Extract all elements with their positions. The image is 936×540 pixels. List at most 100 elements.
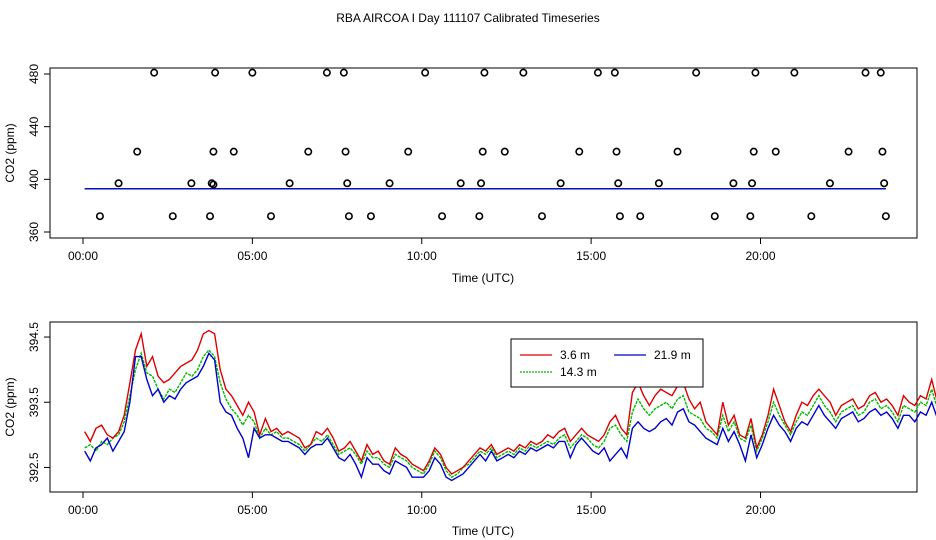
panel-top-x-tick-label: 20:00 bbox=[745, 249, 775, 263]
data-point bbox=[229, 147, 238, 156]
series-line-14-3-m bbox=[84, 349, 936, 479]
panel-top-x-axis: 00:00 05:00 10:00 15:00 20:00 bbox=[68, 238, 776, 263]
data-point bbox=[751, 68, 760, 77]
data-point bbox=[749, 147, 758, 156]
data-point bbox=[322, 68, 331, 77]
panel-bottom-x-label: Time (UTC) bbox=[452, 524, 514, 538]
data-point bbox=[519, 68, 528, 77]
data-point bbox=[538, 212, 547, 221]
data-point bbox=[478, 147, 487, 156]
data-point bbox=[339, 68, 348, 77]
data-point bbox=[844, 147, 853, 156]
data-point bbox=[344, 212, 353, 221]
data-point bbox=[209, 147, 218, 156]
legend: 3.6 m 21.9 m 14.3 m bbox=[510, 338, 704, 388]
data-point bbox=[187, 179, 196, 188]
series-line-21-9-m bbox=[84, 351, 936, 482]
data-point bbox=[206, 212, 215, 221]
panel-bottom-y-tick-label: 392.5 bbox=[27, 452, 41, 482]
data-point bbox=[421, 68, 430, 77]
data-point bbox=[878, 147, 887, 156]
data-point bbox=[790, 68, 799, 77]
data-point bbox=[285, 179, 294, 188]
panel-top: 360 400 440 480 00:00 05:00 10:00 15:00 20:00 T… bbox=[3, 64, 918, 285]
panel-top-x-tick-label: 00:00 bbox=[68, 249, 98, 263]
data-point bbox=[748, 179, 757, 188]
data-point bbox=[825, 179, 834, 188]
panel-top-frame bbox=[49, 67, 918, 239]
panel-top-y-label: CO2 (ppm) bbox=[3, 123, 17, 182]
data-point bbox=[746, 212, 755, 221]
legend-label-21-9m: 21.9 m bbox=[654, 348, 691, 362]
data-point bbox=[480, 68, 489, 77]
data-point bbox=[304, 147, 313, 156]
data-point bbox=[575, 147, 584, 156]
panel-top-x-tick-label: 10:00 bbox=[407, 249, 437, 263]
panel-top-y-tick-label: 480 bbox=[27, 64, 41, 84]
data-point bbox=[612, 147, 621, 156]
data-point bbox=[168, 212, 177, 221]
panel-bottom-x-tick-label: 20:00 bbox=[745, 503, 775, 517]
data-point bbox=[614, 179, 623, 188]
panel-bottom-x-tick-label: 05:00 bbox=[237, 503, 267, 517]
data-point bbox=[615, 212, 624, 221]
data-point bbox=[438, 212, 447, 221]
panel-top-y-tick-label: 400 bbox=[27, 169, 41, 189]
data-point bbox=[692, 68, 701, 77]
panel-bottom-y-axis: 392.5 393.5 394.5 bbox=[27, 322, 50, 482]
data-point bbox=[807, 212, 816, 221]
data-point bbox=[500, 147, 509, 156]
data-point bbox=[211, 68, 220, 77]
data-point bbox=[610, 68, 619, 77]
data-point bbox=[861, 68, 870, 77]
data-point bbox=[267, 212, 276, 221]
panel-bottom-x-tick-label: 00:00 bbox=[68, 503, 98, 517]
data-point bbox=[477, 179, 486, 188]
panel-bottom-series-lines bbox=[84, 329, 936, 482]
legend-box bbox=[510, 338, 704, 388]
legend-label-3-6m: 3.6 m bbox=[560, 348, 590, 362]
panel-top-y-tick-label: 360 bbox=[27, 222, 41, 242]
data-point bbox=[654, 179, 663, 188]
data-point bbox=[673, 147, 682, 156]
legend-label-14-3m: 14.3 m bbox=[560, 365, 597, 379]
data-point bbox=[343, 179, 352, 188]
panel-bottom: 392.5 393.5 394.5 00:00 05:00 10:00 15:00 20:0… bbox=[3, 321, 936, 538]
data-point bbox=[881, 212, 890, 221]
panel-top-y-tick-label: 440 bbox=[27, 116, 41, 136]
data-point bbox=[366, 212, 375, 221]
data-point bbox=[593, 68, 602, 77]
data-point bbox=[456, 179, 465, 188]
panel-bottom-x-tick-label: 15:00 bbox=[576, 503, 606, 517]
data-point bbox=[880, 179, 889, 188]
panel-top-x-tick-label: 05:00 bbox=[237, 249, 267, 263]
panel-top-points bbox=[95, 68, 890, 221]
panel-bottom-x-axis: 00:00 05:00 10:00 15:00 20:00 bbox=[68, 492, 776, 517]
panel-bottom-y-tick-label: 394.5 bbox=[27, 322, 41, 352]
data-point bbox=[133, 147, 142, 156]
data-point bbox=[876, 68, 885, 77]
data-point bbox=[771, 147, 780, 156]
data-point bbox=[209, 180, 218, 189]
data-point bbox=[248, 68, 257, 77]
data-point bbox=[636, 212, 645, 221]
panel-top-x-label: Time (UTC) bbox=[452, 271, 514, 285]
series-line-3-6-m bbox=[84, 329, 936, 475]
data-point bbox=[95, 212, 104, 221]
figure-title: RBA AIRCOA I Day 111107 Calibrated Times… bbox=[336, 11, 599, 25]
data-point bbox=[475, 212, 484, 221]
panel-top-x-tick-label: 15:00 bbox=[576, 249, 606, 263]
panel-top-y-axis: 360 400 440 480 bbox=[27, 64, 50, 242]
data-point bbox=[207, 179, 216, 188]
data-point bbox=[556, 179, 565, 188]
panel-bottom-x-tick-label: 10:00 bbox=[407, 503, 437, 517]
data-point bbox=[729, 179, 738, 188]
panel-bottom-y-tick-label: 393.5 bbox=[27, 387, 41, 417]
data-point bbox=[341, 147, 350, 156]
panel-bottom-frame bbox=[49, 321, 918, 493]
data-point bbox=[114, 179, 123, 188]
data-point bbox=[150, 68, 159, 77]
data-point bbox=[404, 147, 413, 156]
data-point bbox=[710, 212, 719, 221]
